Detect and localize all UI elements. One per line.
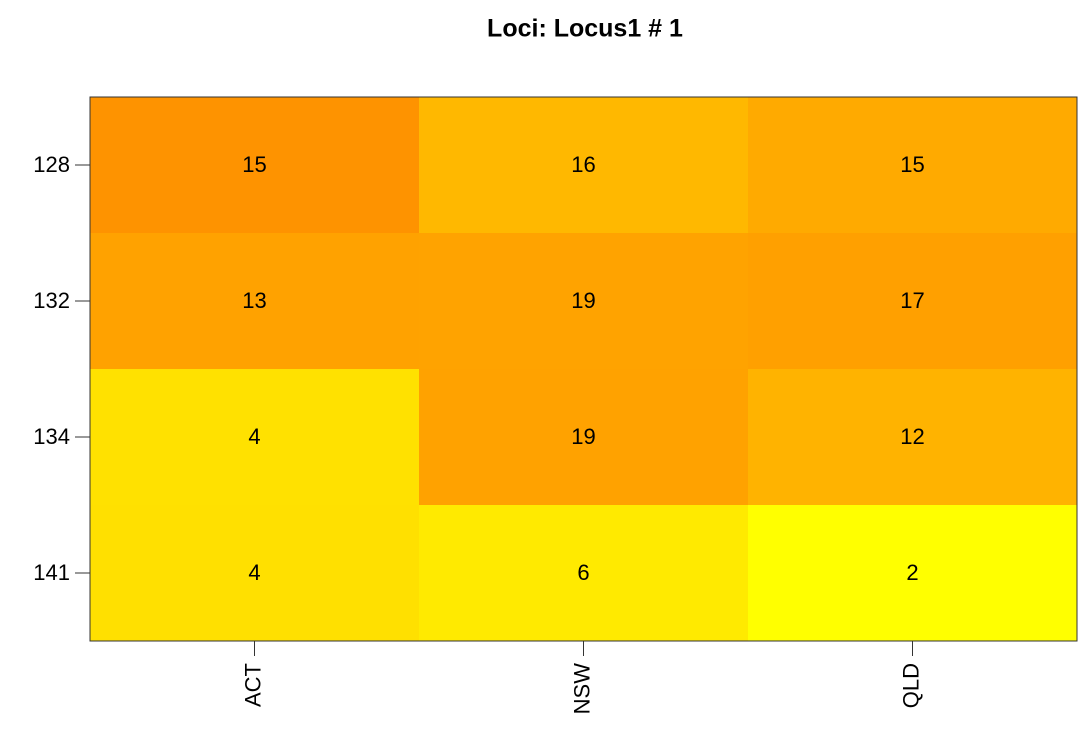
y-tick-label: 128 [33,152,70,177]
y-tick-label: 134 [33,424,70,449]
heat-cell [419,233,749,370]
cell-label: 4 [248,560,260,585]
cell-label: 15 [900,152,924,177]
x-tick-label: ACT [240,663,265,707]
heat-cell [748,97,1078,234]
x-tick-label: QLD [898,663,923,708]
heat-cell [90,505,420,642]
heat-cell [419,369,749,506]
cell-label: 2 [906,560,918,585]
heat-cell [90,369,420,506]
heat-cell [90,97,420,234]
x-tick-label: NSW [569,663,594,715]
cell-label: 19 [571,424,595,449]
heat-cell [419,505,749,642]
heat-cell [419,97,749,234]
heat-cell [748,369,1078,506]
cell-label: 15 [242,152,266,177]
heat-cell [748,505,1078,642]
cell-label: 19 [571,288,595,313]
heat-cell [90,233,420,370]
cell-label: 12 [900,424,924,449]
chart-title: Loci: Locus1 # 1 [487,15,683,43]
cell-label: 16 [571,152,595,177]
cell-label: 17 [900,288,924,313]
cell-label: 13 [242,288,266,313]
y-tick-label: 141 [33,560,70,585]
cell-label: 6 [577,560,589,585]
y-tick-label: 132 [33,288,70,313]
heat-cell [748,233,1078,370]
cell-label: 4 [248,424,260,449]
